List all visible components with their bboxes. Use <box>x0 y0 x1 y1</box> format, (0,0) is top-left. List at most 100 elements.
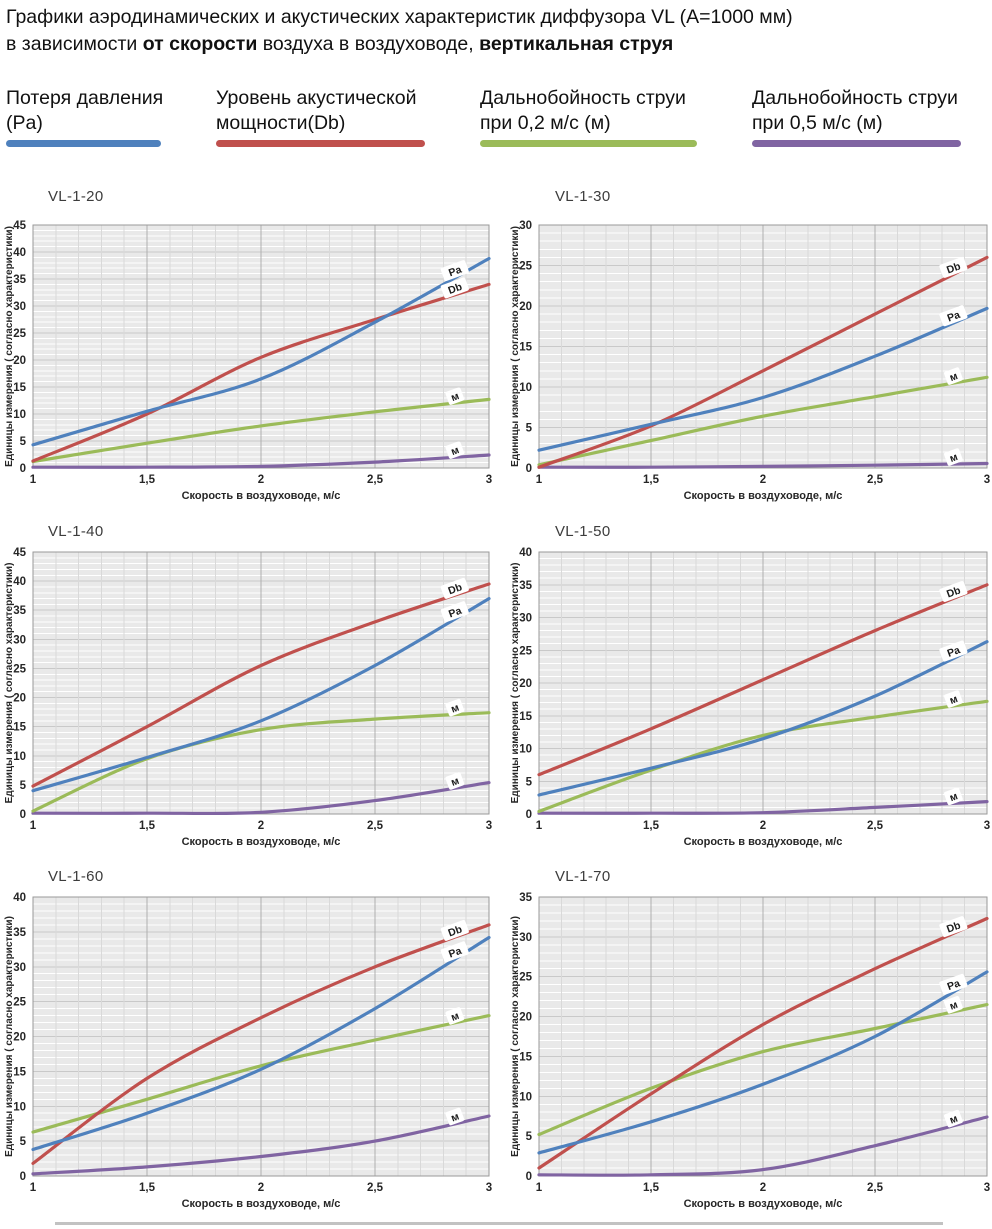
chart-title: VL-1-50 <box>555 523 611 540</box>
y-axis-title: Единицы измерения ( согласно характерист… <box>4 916 15 1157</box>
x-axis-title: Скорость в воздуховоде, м/с <box>684 1198 843 1210</box>
series-line-m05 <box>537 800 989 815</box>
svg-text:5: 5 <box>20 780 27 792</box>
series-line-db <box>31 923 491 1165</box>
legend-item-pressure-loss: Потеря давления (Pa) <box>6 86 163 147</box>
svg-text:1: 1 <box>30 1182 37 1194</box>
series-line-m02 <box>31 1014 491 1134</box>
series-line-pa <box>537 640 989 797</box>
y-axis-ticks: 0 5 10 15 20 25 30 35 40 45 <box>13 547 26 821</box>
svg-text:Db: Db <box>945 919 962 935</box>
svg-text:м: м <box>449 1110 461 1124</box>
series-line-m02 <box>537 375 989 467</box>
svg-text:35: 35 <box>519 580 532 592</box>
svg-text:2: 2 <box>760 1182 766 1194</box>
chart-vl-1-30: VL-1-30 0 5 10 15 20 25 30 1 1,5 2 2,5 3 Скорость в … <box>496 185 992 520</box>
svg-text:20: 20 <box>519 301 532 313</box>
gridlines <box>32 552 490 814</box>
svg-text:10: 10 <box>519 1091 532 1103</box>
chart-vl-1-20: VL-1-20 0 5 10 15 20 25 30 35 40 45 1 1,5 2 2,5 3 Скоро… <box>0 185 496 520</box>
series-end-label-m02: м <box>944 690 963 708</box>
svg-text:25: 25 <box>13 328 26 340</box>
chart-vl-1-50: VL-1-50 0 5 10 15 20 25 30 35 40 1 1,5 2 2,5 3 Скорост… <box>496 520 992 865</box>
svg-text:Pa: Pa <box>447 945 463 961</box>
series-end-label-m02: м <box>944 367 963 385</box>
series-line-db <box>537 255 989 469</box>
chart-vl-1-70: VL-1-70 0 5 10 15 20 25 30 35 1 1,5 2 2,5 3 Скорость … <box>496 865 992 1210</box>
svg-text:45: 45 <box>13 220 26 232</box>
series-end-label-db: Db <box>440 277 469 299</box>
svg-text:3: 3 <box>984 1182 990 1194</box>
series-line-m05 <box>537 1115 989 1177</box>
svg-text:30: 30 <box>519 220 532 232</box>
series-line-m02 <box>537 1003 989 1137</box>
svg-text:35: 35 <box>13 605 26 617</box>
svg-text:1: 1 <box>536 820 543 832</box>
series-line-pa <box>31 935 491 1152</box>
legend-item-throw-02: Дальнобойность струи при 0,2 м/с (м) <box>480 86 697 147</box>
svg-text:2: 2 <box>258 820 264 832</box>
page-title-line1: Графики аэродинамических и акустических … <box>6 6 793 28</box>
series-end-label-m02: м <box>445 1007 465 1025</box>
svg-text:20: 20 <box>13 693 26 705</box>
svg-text:Db: Db <box>945 260 962 276</box>
series-end-label-pa: Pa <box>939 305 968 327</box>
svg-text:Pa: Pa <box>946 977 962 993</box>
svg-text:2,5: 2,5 <box>867 820 884 832</box>
series-line-db <box>31 582 491 788</box>
chart-svg-vl-1-70: 0 5 10 15 20 25 30 35 1 1,5 2 2,5 3 Скорость в воздух… <box>510 892 990 1210</box>
svg-text:15: 15 <box>13 722 26 734</box>
series-line-pa <box>537 970 989 1155</box>
svg-text:Pa: Pa <box>447 605 463 621</box>
series-end-label-pa: Pa <box>939 640 968 662</box>
svg-text:0: 0 <box>526 1171 532 1183</box>
svg-text:20: 20 <box>519 1012 532 1024</box>
gridlines <box>538 552 988 814</box>
svg-text:20: 20 <box>519 678 532 690</box>
svg-text:2: 2 <box>258 474 264 486</box>
series-line-db <box>537 583 989 777</box>
series-end-label-db: Db <box>939 916 968 938</box>
y-axis-ticks: 0 5 10 15 20 25 30 35 40 <box>13 892 26 1183</box>
svg-text:2,5: 2,5 <box>367 820 384 832</box>
y-axis-ticks: 0 5 10 15 20 25 30 35 40 45 <box>13 220 26 475</box>
svg-text:м: м <box>449 775 461 789</box>
legend-label: Дальнобойность струи при 0,5 м/с (м) <box>752 87 958 134</box>
x-axis-ticks: 1 1,5 2 2,5 3 <box>30 1182 492 1194</box>
svg-text:5: 5 <box>526 1131 533 1143</box>
series-line-pa <box>31 256 491 447</box>
y-axis-title: Единицы измерения ( согласно характерист… <box>4 226 15 467</box>
svg-text:1,5: 1,5 <box>139 820 156 832</box>
svg-text:Db: Db <box>447 923 464 939</box>
series-end-label-m05: м <box>944 1109 963 1128</box>
series-end-label-pa: Pa <box>440 941 469 963</box>
series-line-m02 <box>537 699 989 813</box>
svg-text:0: 0 <box>20 809 26 821</box>
series-end-label-m05: м <box>944 448 963 466</box>
plot-border <box>32 551 490 815</box>
y-axis-ticks: 0 5 10 15 20 25 30 35 <box>519 892 532 1183</box>
svg-text:1,5: 1,5 <box>643 1182 660 1194</box>
svg-text:25: 25 <box>519 972 532 984</box>
svg-text:1,5: 1,5 <box>643 474 660 486</box>
chart-svg-vl-1-40: 0 5 10 15 20 25 30 35 40 45 1 1,5 2 2,5 3 Скорость в во… <box>4 547 492 848</box>
series-line-m05 <box>31 453 491 469</box>
svg-text:5: 5 <box>526 776 533 788</box>
series-end-label-pa: Pa <box>440 260 469 282</box>
series-end-label-db: Db <box>939 581 968 602</box>
svg-text:10: 10 <box>519 744 532 756</box>
svg-text:3: 3 <box>486 474 492 486</box>
svg-text:5: 5 <box>20 1136 27 1148</box>
svg-text:15: 15 <box>519 1051 532 1063</box>
svg-text:2,5: 2,5 <box>367 474 384 486</box>
svg-text:2: 2 <box>760 474 766 486</box>
x-axis-title: Скорость в воздуховоде, м/с <box>182 836 341 848</box>
chart-vl-1-40: VL-1-40 0 5 10 15 20 25 30 35 40 45 1 1,5 2 2,5 3 Скоро… <box>0 520 496 865</box>
svg-text:0: 0 <box>526 463 532 475</box>
svg-text:м: м <box>948 790 960 804</box>
svg-text:40: 40 <box>13 892 26 904</box>
svg-text:10: 10 <box>13 751 26 763</box>
svg-text:Db: Db <box>447 581 464 597</box>
series-end-label-m05: м <box>944 787 963 806</box>
